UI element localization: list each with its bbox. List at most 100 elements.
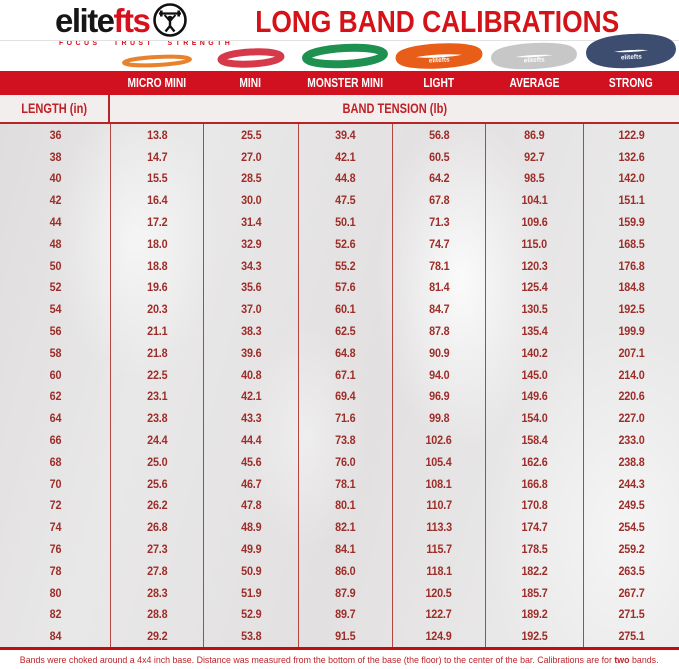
svg-text:elitefts: elitefts xyxy=(428,56,450,64)
tension-cell: 39.4 xyxy=(298,124,392,146)
tension-cell: 118.1 xyxy=(392,559,485,582)
tension-cell: 110.7 xyxy=(392,494,485,517)
tension-cell: 267.7 xyxy=(583,581,679,604)
band-image-micro-mini xyxy=(110,26,203,71)
length-cell: 40 xyxy=(49,171,61,186)
length-cell: 50 xyxy=(49,258,61,273)
tension-cell: 78.1 xyxy=(298,472,392,495)
tension-cell: 52.9 xyxy=(203,603,298,626)
tension-cell: 176.8 xyxy=(583,254,679,277)
tension-cell: 45.6 xyxy=(203,450,298,473)
tension-cell: 98.5 xyxy=(485,167,583,190)
tension-cell: 122.9 xyxy=(583,124,679,146)
tension-cell: 25.6 xyxy=(110,472,203,495)
tension-cell: 185.7 xyxy=(485,581,583,604)
length-header-label: LENGTH (in) xyxy=(21,101,87,116)
tension-cell: 109.6 xyxy=(485,211,583,233)
tension-cell: 142.0 xyxy=(583,167,679,190)
tension-cell: 78.1 xyxy=(392,254,485,277)
tension-cell: 74.7 xyxy=(392,232,485,255)
length-cell: 58 xyxy=(49,345,61,360)
footnote-after: bands. xyxy=(629,655,659,665)
length-cell: 48 xyxy=(49,236,61,251)
tension-cell: 220.6 xyxy=(583,385,679,408)
length-cell: 84 xyxy=(49,629,61,644)
tension-cell: 254.5 xyxy=(583,516,679,539)
tension-cell: 122.7 xyxy=(392,603,485,626)
tension-cell: 13.8 xyxy=(110,124,203,146)
length-cell: 64 xyxy=(49,411,61,426)
band-images-row: elitefts elitefts elitefts xyxy=(110,26,679,71)
tension-cell: 47.5 xyxy=(298,189,392,212)
tension-cell: 67.1 xyxy=(298,363,392,386)
tension-cell: 28.5 xyxy=(203,167,298,190)
tension-cell: 25.0 xyxy=(110,450,203,473)
tension-cell: 104.1 xyxy=(485,189,583,212)
tension-cell: 135.4 xyxy=(485,320,583,342)
tension-cell: 19.6 xyxy=(110,276,203,299)
tension-cell: 271.5 xyxy=(583,603,679,626)
tension-cell: 46.7 xyxy=(203,472,298,495)
tension-cell: 182.2 xyxy=(485,559,583,582)
tension-cell: 24.4 xyxy=(110,429,203,451)
tension-cell: 92.7 xyxy=(485,145,583,168)
tension-cell: 18.0 xyxy=(110,232,203,255)
tension-cell: 53.8 xyxy=(203,625,298,647)
tension-cell: 16.4 xyxy=(110,189,203,212)
tension-cell: 60.5 xyxy=(392,145,485,168)
tension-cell: 25.5 xyxy=(203,124,298,146)
tension-cell: 48.9 xyxy=(203,516,298,539)
length-cell: 68 xyxy=(49,454,61,469)
length-cell: 54 xyxy=(49,302,61,317)
length-cell: 82 xyxy=(49,607,61,622)
tension-cell: 170.8 xyxy=(485,494,583,517)
tension-cell: 125.4 xyxy=(485,276,583,299)
tension-cell: 275.1 xyxy=(583,625,679,647)
tension-cell: 71.6 xyxy=(298,407,392,430)
tension-cell: 14.7 xyxy=(110,145,203,168)
tension-cell: 140.2 xyxy=(485,341,583,364)
tension-cell: 82.1 xyxy=(298,516,392,539)
tension-cell: 31.4 xyxy=(203,211,298,233)
tension-cell: 192.5 xyxy=(485,625,583,647)
tension-cell: 84.1 xyxy=(298,538,392,560)
tension-cell: 32.9 xyxy=(203,232,298,255)
tension-cell: 249.5 xyxy=(583,494,679,517)
column-header-light: LIGHT xyxy=(423,76,454,90)
length-cell: 74 xyxy=(49,520,61,535)
table-subheader: LENGTH (in) BAND TENSION (lb) xyxy=(0,95,679,124)
tension-cell: 227.0 xyxy=(583,407,679,430)
band-image-average: elitefts xyxy=(485,26,583,71)
tension-cell: 87.8 xyxy=(392,320,485,342)
tension-cell: 18.8 xyxy=(110,254,203,277)
tension-cell: 56.8 xyxy=(392,124,485,146)
tension-cell: 28.8 xyxy=(110,603,203,626)
tension-cell: 214.0 xyxy=(583,363,679,386)
tension-cell: 44.8 xyxy=(298,167,392,190)
column-header-average: AVERAGE xyxy=(509,76,559,90)
tension-cell: 21.1 xyxy=(110,320,203,342)
length-cell: 44 xyxy=(49,215,61,230)
band-image-light: elitefts xyxy=(392,26,485,71)
logo-text-elite: elite xyxy=(55,1,115,39)
tension-cell: 99.8 xyxy=(392,407,485,430)
tension-cell: 40.8 xyxy=(203,363,298,386)
length-cell: 42 xyxy=(49,193,61,208)
tension-cell: 27.8 xyxy=(110,559,203,582)
tension-cell: 50.1 xyxy=(298,211,392,233)
tension-cell: 168.5 xyxy=(583,232,679,255)
length-header-cell: LENGTH (in) xyxy=(0,95,110,122)
tension-header-cell: BAND TENSION (lb) xyxy=(110,95,679,122)
tension-cell: 49.9 xyxy=(203,538,298,560)
tension-cell: 30.0 xyxy=(203,189,298,212)
column-header-monster-mini: MONSTER MINI xyxy=(307,76,383,90)
tension-cell: 192.5 xyxy=(583,298,679,321)
tension-cell: 26.8 xyxy=(110,516,203,539)
tension-cell: 158.4 xyxy=(485,429,583,451)
tension-cell: 120.3 xyxy=(485,254,583,277)
tension-cell: 81.4 xyxy=(392,276,485,299)
logo-tagline: FOCUS TRUST STRENGTH xyxy=(59,40,234,47)
tension-cell: 71.3 xyxy=(392,211,485,233)
tension-cell: 162.6 xyxy=(485,450,583,473)
logo-text-fts: fts xyxy=(113,1,151,39)
